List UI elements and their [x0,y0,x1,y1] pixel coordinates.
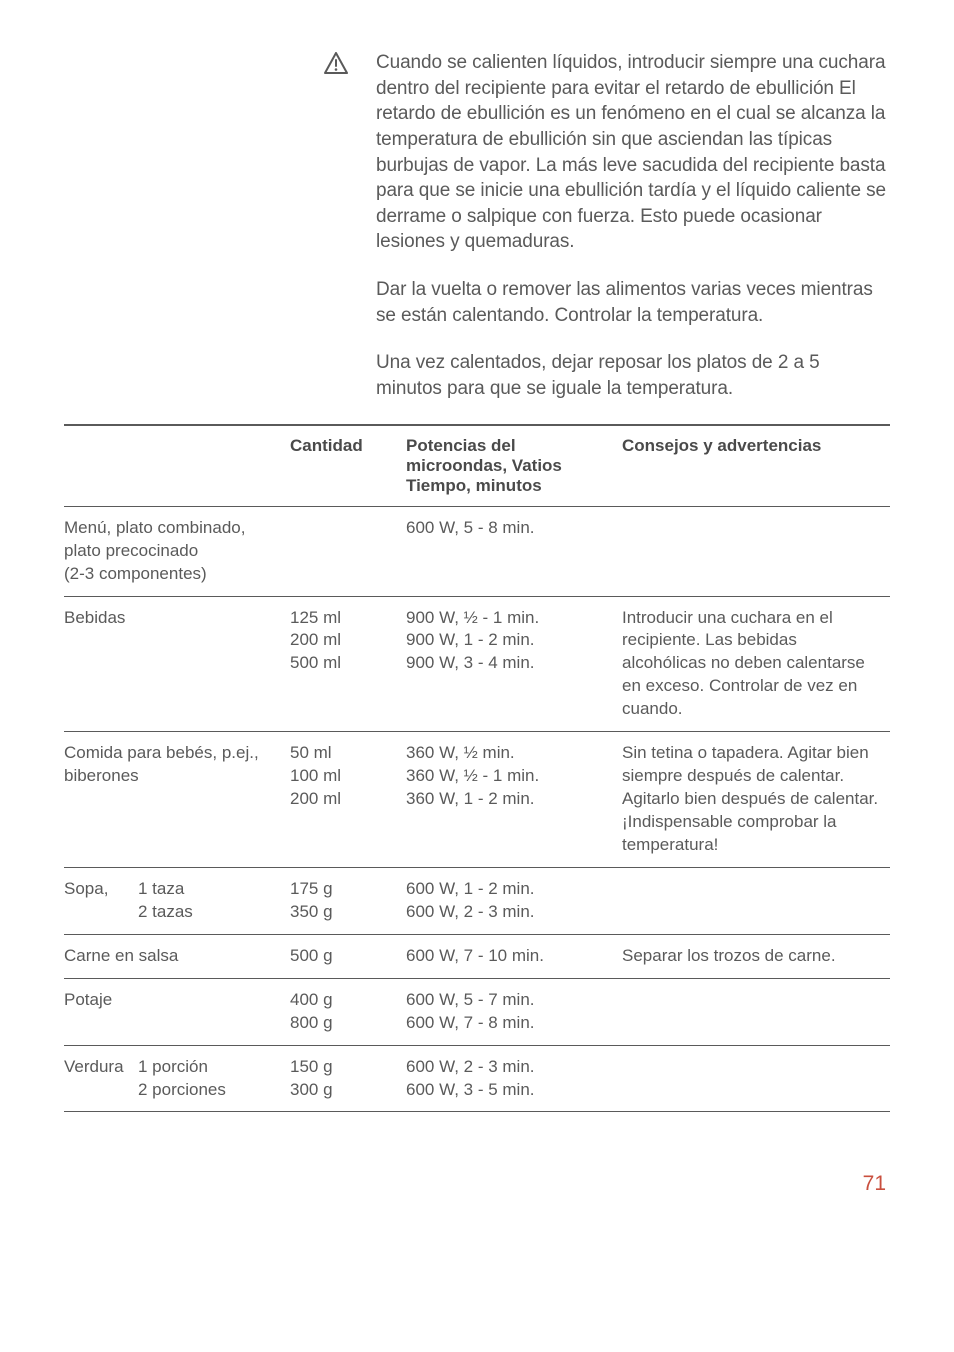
cell-power: 900 W, ½ - 1 min. 900 W, 1 - 2 min. 900 … [406,596,622,732]
cell-note: Sin tetina o tapadera. Agitar bien siemp… [622,732,890,868]
cell-power: 600 W, 1 - 2 min. 600 W, 2 - 3 min. [406,867,622,934]
cell-qty: 125 ml 200 ml 500 ml [290,596,406,732]
cell-text: 600 W, 3 - 5 min. [406,1079,616,1102]
cell-text: 600 W, 5 - 8 min. [406,517,616,540]
cell-text: 500 ml [290,652,400,675]
warning-triangle-icon [324,52,348,74]
cell-text: 1 taza [138,879,184,898]
cell-text: 400 g [290,989,400,1012]
paragraph-3: Una vez calentados, dejar reposar los pl… [376,350,890,401]
table-row: Sopa,1 taza 2 tazas 175 g 350 g 600 W, 1… [64,867,890,934]
cell-item: Carne en salsa [64,934,290,978]
cell-item: Potaje [64,978,290,1045]
cell-text: 350 g [290,901,400,924]
warning-block: Cuando se calienten líquidos, introducir… [324,50,890,255]
cell-text: Menú, plato combinado, [64,517,284,540]
cell-qty: 50 ml 100 ml 200 ml [290,732,406,868]
cell-qty: 500 g [290,934,406,978]
cell-note [622,978,890,1045]
cooking-table: Cantidad Potencias del microondas, Vatio… [64,424,890,1113]
cell-text: 2 tazas [138,902,193,921]
header-qty: Cantidad [290,425,406,507]
cell-text: 600 W, 5 - 7 min. [406,989,616,1012]
cell-qty: 150 g 300 g [290,1045,406,1112]
cell-text: 360 W, 1 - 2 min. [406,788,616,811]
cell-text: 900 W, 1 - 2 min. [406,629,616,652]
cell-text: 175 g [290,878,400,901]
cell-text: Sopa, [64,878,138,901]
table-row: Menú, plato combinado, plato precocinado… [64,506,890,596]
cell-text: 125 ml [290,607,400,630]
cell-note [622,1045,890,1112]
cell-text: Comida para bebés, p.ej., [64,742,284,765]
header-item [64,425,290,507]
cell-text: 100 ml [290,765,400,788]
cell-text: 600 W, 2 - 3 min. [406,901,616,924]
cell-item: Bebidas [64,596,290,732]
cell-text: 1 porción [138,1057,208,1076]
cell-power: 600 W, 7 - 10 min. [406,934,622,978]
table-header-row: Cantidad Potencias del microondas, Vatio… [64,425,890,507]
cell-power: 600 W, 2 - 3 min. 600 W, 3 - 5 min. [406,1045,622,1112]
cell-text: 200 ml [290,788,400,811]
warning-text: Cuando se calienten líquidos, introducir… [376,50,890,255]
cell-text: 600 W, 7 - 8 min. [406,1012,616,1035]
cell-text: Bebidas [64,607,284,630]
cell-text: (2-3 componentes) [64,563,284,586]
cell-item: Sopa,1 taza 2 tazas [64,867,290,934]
cell-text: 50 ml [290,742,400,765]
cell-qty [290,506,406,596]
cell-text: 800 g [290,1012,400,1035]
cell-note [622,506,890,596]
cell-text: plato precocinado [64,540,284,563]
cell-text: Verdura [64,1056,138,1079]
cell-text: 360 W, ½ min. [406,742,616,765]
cell-text: 900 W, ½ - 1 min. [406,607,616,630]
cell-item: Menú, plato combinado, plato precocinado… [64,506,290,596]
cell-note: Introducir una cuchara en el recipiente.… [622,596,890,732]
cell-text: 200 ml [290,629,400,652]
page-container: Cuando se calienten líquidos, introducir… [0,0,954,1236]
cell-text: 600 W, 1 - 2 min. [406,878,616,901]
table-row: Verdura1 porción 2 porciones 150 g 300 g… [64,1045,890,1112]
cell-note: Separar los trozos de carne. [622,934,890,978]
cell-text: 900 W, 3 - 4 min. [406,652,616,675]
cell-power: 600 W, 5 - 8 min. [406,506,622,596]
cell-text: 150 g [290,1056,400,1079]
cell-text: 2 porciones [138,1080,226,1099]
cell-text: 300 g [290,1079,400,1102]
table-row: Comida para bebés, p.ej., biberones 50 m… [64,732,890,868]
paragraph-2: Dar la vuelta o remover las alimentos va… [376,277,890,328]
table-row: Carne en salsa 500 g 600 W, 7 - 10 min. … [64,934,890,978]
header-notes: Consejos y advertencias [622,425,890,507]
cell-text: 360 W, ½ - 1 min. [406,765,616,788]
table-row: Bebidas 125 ml 200 ml 500 ml 900 W, ½ - … [64,596,890,732]
cell-qty: 400 g 800 g [290,978,406,1045]
cell-power: 360 W, ½ min. 360 W, ½ - 1 min. 360 W, 1… [406,732,622,868]
cell-text: biberones [64,765,284,788]
table-row: Potaje 400 g 800 g 600 W, 5 - 7 min. 600… [64,978,890,1045]
cell-text: 600 W, 2 - 3 min. [406,1056,616,1079]
cell-item: Verdura1 porción 2 porciones [64,1045,290,1112]
cell-note [622,867,890,934]
cell-power: 600 W, 5 - 7 min. 600 W, 7 - 8 min. [406,978,622,1045]
cell-qty: 175 g 350 g [290,867,406,934]
page-number: 71 [64,1172,890,1196]
header-power: Potencias del microondas, Vatios Tiempo,… [406,425,622,507]
cell-item: Comida para bebés, p.ej., biberones [64,732,290,868]
